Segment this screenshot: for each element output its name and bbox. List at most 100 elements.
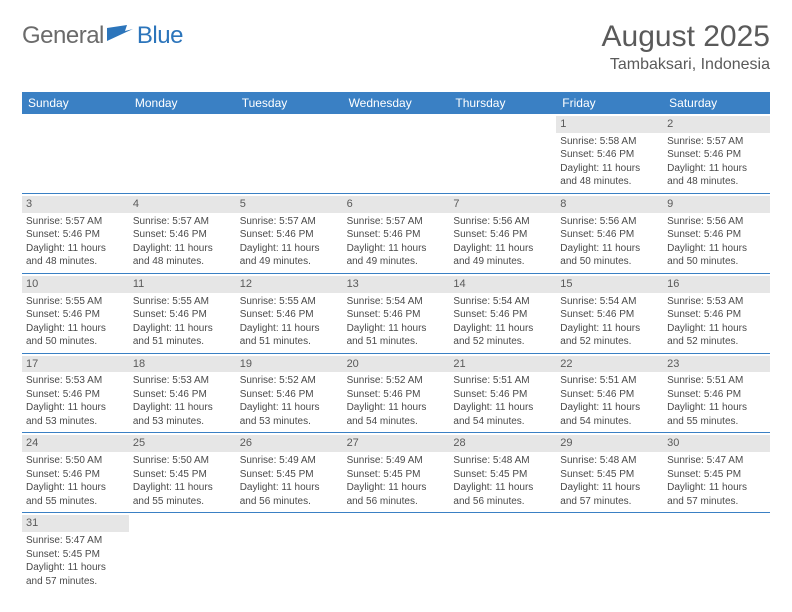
day-cell: 10Sunrise: 5:55 AMSunset: 5:46 PMDayligh…	[22, 274, 129, 354]
weekday-header: Sunday	[22, 92, 129, 114]
sunset-line: Sunset: 5:46 PM	[560, 388, 659, 402]
sunrise-line: Sunrise: 5:53 AM	[133, 374, 232, 388]
sunset-line: Sunset: 5:46 PM	[560, 308, 659, 322]
sunrise-line: Sunrise: 5:47 AM	[667, 454, 766, 468]
day-number: 24	[22, 435, 129, 452]
daylight-line: Daylight: 11 hours and 56 minutes.	[347, 481, 446, 508]
day-cell: 22Sunrise: 5:51 AMSunset: 5:46 PMDayligh…	[556, 354, 663, 434]
sunset-line: Sunset: 5:45 PM	[453, 468, 552, 482]
sunrise-line: Sunrise: 5:57 AM	[133, 215, 232, 229]
daylight-line: Daylight: 11 hours and 51 minutes.	[133, 322, 232, 349]
weekday-header: Wednesday	[343, 92, 450, 114]
day-cell: 3Sunrise: 5:57 AMSunset: 5:46 PMDaylight…	[22, 194, 129, 274]
day-cell: 15Sunrise: 5:54 AMSunset: 5:46 PMDayligh…	[556, 274, 663, 354]
weekday-header: Friday	[556, 92, 663, 114]
day-number: 10	[22, 276, 129, 293]
sunrise-line: Sunrise: 5:57 AM	[240, 215, 339, 229]
weekday-header: Thursday	[449, 92, 556, 114]
day-number: 21	[449, 356, 556, 373]
sunset-line: Sunset: 5:46 PM	[667, 228, 766, 242]
daylight-line: Daylight: 11 hours and 50 minutes.	[667, 242, 766, 269]
day-number: 7	[449, 196, 556, 213]
day-cell: 12Sunrise: 5:55 AMSunset: 5:46 PMDayligh…	[236, 274, 343, 354]
sunrise-line: Sunrise: 5:55 AM	[240, 295, 339, 309]
sunrise-line: Sunrise: 5:54 AM	[560, 295, 659, 309]
sunrise-line: Sunrise: 5:49 AM	[347, 454, 446, 468]
sunset-line: Sunset: 5:46 PM	[453, 388, 552, 402]
empty-cell	[556, 513, 663, 592]
day-cell: 16Sunrise: 5:53 AMSunset: 5:46 PMDayligh…	[663, 274, 770, 354]
day-number: 25	[129, 435, 236, 452]
daylight-line: Daylight: 11 hours and 49 minutes.	[347, 242, 446, 269]
sunset-line: Sunset: 5:46 PM	[133, 228, 232, 242]
daylight-line: Daylight: 11 hours and 54 minutes.	[560, 401, 659, 428]
day-number: 6	[343, 196, 450, 213]
sunset-line: Sunset: 5:45 PM	[133, 468, 232, 482]
day-number: 16	[663, 276, 770, 293]
logo-text-general: General	[22, 22, 104, 50]
sunrise-line: Sunrise: 5:48 AM	[560, 454, 659, 468]
day-number: 22	[556, 356, 663, 373]
calendar-grid: SundayMondayTuesdayWednesdayThursdayFrid…	[22, 92, 770, 592]
day-number: 4	[129, 196, 236, 213]
daylight-line: Daylight: 11 hours and 50 minutes.	[26, 322, 125, 349]
sunrise-line: Sunrise: 5:57 AM	[667, 135, 766, 149]
empty-cell	[22, 114, 129, 194]
sunrise-line: Sunrise: 5:57 AM	[347, 215, 446, 229]
daylight-line: Daylight: 11 hours and 49 minutes.	[453, 242, 552, 269]
weekday-header: Saturday	[663, 92, 770, 114]
daylight-line: Daylight: 11 hours and 48 minutes.	[560, 162, 659, 189]
empty-cell	[129, 114, 236, 194]
sunrise-line: Sunrise: 5:49 AM	[240, 454, 339, 468]
empty-cell	[343, 114, 450, 194]
daylight-line: Daylight: 11 hours and 48 minutes.	[133, 242, 232, 269]
sunset-line: Sunset: 5:45 PM	[347, 468, 446, 482]
daylight-line: Daylight: 11 hours and 53 minutes.	[240, 401, 339, 428]
daylight-line: Daylight: 11 hours and 57 minutes.	[26, 561, 125, 588]
sunset-line: Sunset: 5:46 PM	[133, 388, 232, 402]
sunset-line: Sunset: 5:46 PM	[133, 308, 232, 322]
day-cell: 9 Sunrise: 5:56 AMSunset: 5:46 PMDaylight…	[663, 194, 770, 274]
day-number: 20	[343, 356, 450, 373]
sunrise-line: Sunrise: 5:53 AM	[26, 374, 125, 388]
day-cell: 13Sunrise: 5:54 AMSunset: 5:46 PMDayligh…	[343, 274, 450, 354]
day-cell: 7Sunrise: 5:56 AMSunset: 5:46 PMDaylight…	[449, 194, 556, 274]
sunrise-line: Sunrise: 5:48 AM	[453, 454, 552, 468]
day-cell: 11Sunrise: 5:55 AMSunset: 5:46 PMDayligh…	[129, 274, 236, 354]
logo-text-blue: Blue	[137, 22, 183, 50]
sunset-line: Sunset: 5:46 PM	[26, 228, 125, 242]
sunset-line: Sunset: 5:46 PM	[347, 228, 446, 242]
sunrise-line: Sunrise: 5:56 AM	[667, 215, 766, 229]
day-number: 5	[236, 196, 343, 213]
sunset-line: Sunset: 5:46 PM	[560, 148, 659, 162]
day-cell: 31Sunrise: 5:47 AMSunset: 5:45 PMDayligh…	[22, 513, 129, 592]
sunrise-line: Sunrise: 5:54 AM	[453, 295, 552, 309]
daylight-line: Daylight: 11 hours and 53 minutes.	[133, 401, 232, 428]
daylight-line: Daylight: 11 hours and 57 minutes.	[560, 481, 659, 508]
daylight-line: Daylight: 11 hours and 48 minutes.	[667, 162, 766, 189]
sunset-line: Sunset: 5:46 PM	[453, 308, 552, 322]
weekday-header: Monday	[129, 92, 236, 114]
empty-cell	[449, 114, 556, 194]
sunrise-line: Sunrise: 5:55 AM	[133, 295, 232, 309]
daylight-line: Daylight: 11 hours and 56 minutes.	[453, 481, 552, 508]
day-cell: 26Sunrise: 5:49 AMSunset: 5:45 PMDayligh…	[236, 433, 343, 513]
sunset-line: Sunset: 5:46 PM	[347, 388, 446, 402]
sunset-line: Sunset: 5:46 PM	[347, 308, 446, 322]
day-cell: 21Sunrise: 5:51 AMSunset: 5:46 PMDayligh…	[449, 354, 556, 434]
daylight-line: Daylight: 11 hours and 51 minutes.	[347, 322, 446, 349]
day-number: 30	[663, 435, 770, 452]
daylight-line: Daylight: 11 hours and 52 minutes.	[667, 322, 766, 349]
day-cell: 24Sunrise: 5:50 AMSunset: 5:46 PMDayligh…	[22, 433, 129, 513]
weekday-header: Tuesday	[236, 92, 343, 114]
day-number: 29	[556, 435, 663, 452]
daylight-line: Daylight: 11 hours and 52 minutes.	[453, 322, 552, 349]
day-number: 9	[663, 196, 770, 213]
day-number: 8	[556, 196, 663, 213]
empty-cell	[236, 114, 343, 194]
title-block: August 2025 Tambaksari, Indonesia	[602, 20, 770, 74]
sunset-line: Sunset: 5:46 PM	[26, 468, 125, 482]
day-number: 26	[236, 435, 343, 452]
empty-cell	[663, 513, 770, 592]
day-number: 31	[22, 515, 129, 532]
